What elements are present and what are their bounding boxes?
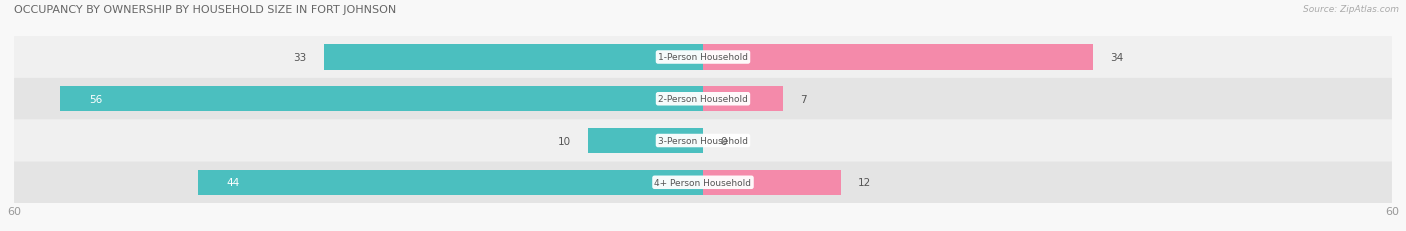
Bar bbox=[323, 45, 703, 70]
Bar bbox=[703, 45, 1094, 70]
Text: 44: 44 bbox=[226, 177, 240, 188]
Text: 34: 34 bbox=[1111, 53, 1123, 63]
Text: 3-Person Household: 3-Person Household bbox=[658, 137, 748, 145]
Text: 1-Person Household: 1-Person Household bbox=[658, 53, 748, 62]
FancyBboxPatch shape bbox=[14, 162, 1392, 203]
Text: 4+ Person Household: 4+ Person Household bbox=[655, 178, 751, 187]
Text: 12: 12 bbox=[858, 177, 872, 188]
Text: 2-Person Household: 2-Person Household bbox=[658, 95, 748, 104]
Bar bbox=[60, 87, 703, 112]
Bar bbox=[703, 87, 783, 112]
Text: 56: 56 bbox=[89, 94, 103, 104]
Bar bbox=[588, 128, 703, 153]
Text: OCCUPANCY BY OWNERSHIP BY HOUSEHOLD SIZE IN FORT JOHNSON: OCCUPANCY BY OWNERSHIP BY HOUSEHOLD SIZE… bbox=[14, 5, 396, 15]
Bar bbox=[703, 170, 841, 195]
Text: 7: 7 bbox=[800, 94, 807, 104]
Bar bbox=[198, 170, 703, 195]
Text: Source: ZipAtlas.com: Source: ZipAtlas.com bbox=[1303, 5, 1399, 14]
Text: 0: 0 bbox=[720, 136, 727, 146]
Text: 33: 33 bbox=[294, 53, 307, 63]
FancyBboxPatch shape bbox=[14, 79, 1392, 120]
FancyBboxPatch shape bbox=[14, 37, 1392, 79]
Text: 10: 10 bbox=[558, 136, 571, 146]
FancyBboxPatch shape bbox=[14, 120, 1392, 162]
